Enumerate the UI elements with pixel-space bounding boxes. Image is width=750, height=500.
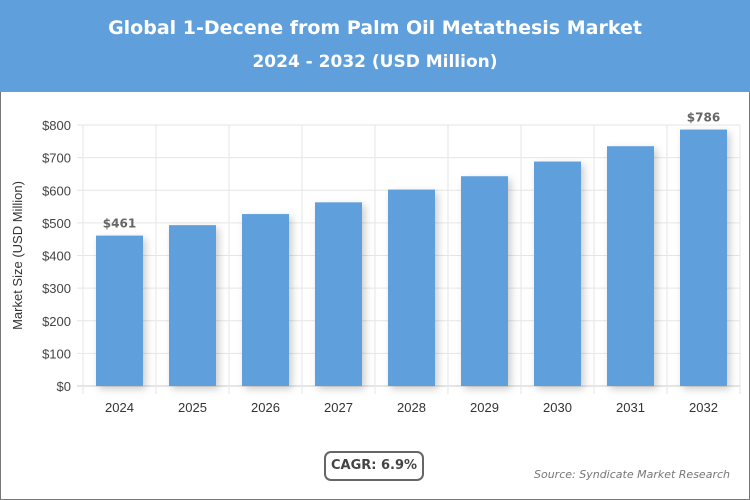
x-tick-label: 2024 [105,400,134,415]
y-tick-label: $700 [42,151,71,166]
y-tick-label: $600 [42,183,71,198]
data-label: $461 [103,217,136,231]
y-tick-label: $500 [42,216,71,231]
x-tick-label: 2029 [470,400,499,415]
y-tick-label: $100 [42,346,71,361]
bar-2030 [534,161,581,386]
x-tick-label: 2026 [251,400,280,415]
x-tick-label: 2030 [543,400,572,415]
x-tick-label: 2025 [178,400,207,415]
bar-2026 [242,214,289,386]
bar-2027 [315,202,362,386]
y-tick-label: $300 [42,281,71,296]
x-tick-label: 2027 [324,400,353,415]
x-tick-label: 2032 [689,400,718,415]
chart-subtitle: 2024 - 2032 (USD Million) [252,52,498,72]
bar-2028 [388,189,435,386]
y-tick-label: $0 [57,379,71,394]
bar-2024 [96,235,143,386]
bar-2032 [680,129,727,386]
bar-2029 [461,176,508,386]
x-tick-label: 2028 [397,400,426,415]
bar-2031 [607,146,654,386]
bar-2025 [169,225,216,386]
y-tick-label: $800 [42,118,71,133]
x-tick-label: 2031 [616,400,645,415]
data-label: $786 [687,111,720,125]
source-note: Source: Syndicate Market Research [534,468,730,481]
y-tick-label: $400 [42,249,71,264]
cagr-badge: CAGR: 6.9% [324,451,424,481]
chart-header: Global 1-Decene from Palm Oil Metathesis… [0,0,750,92]
chart-title: Global 1-Decene from Palm Oil Metathesis… [108,17,642,39]
y-tick-label: $200 [42,314,71,329]
y-axis-label: Market Size (USD Million) [10,181,25,330]
